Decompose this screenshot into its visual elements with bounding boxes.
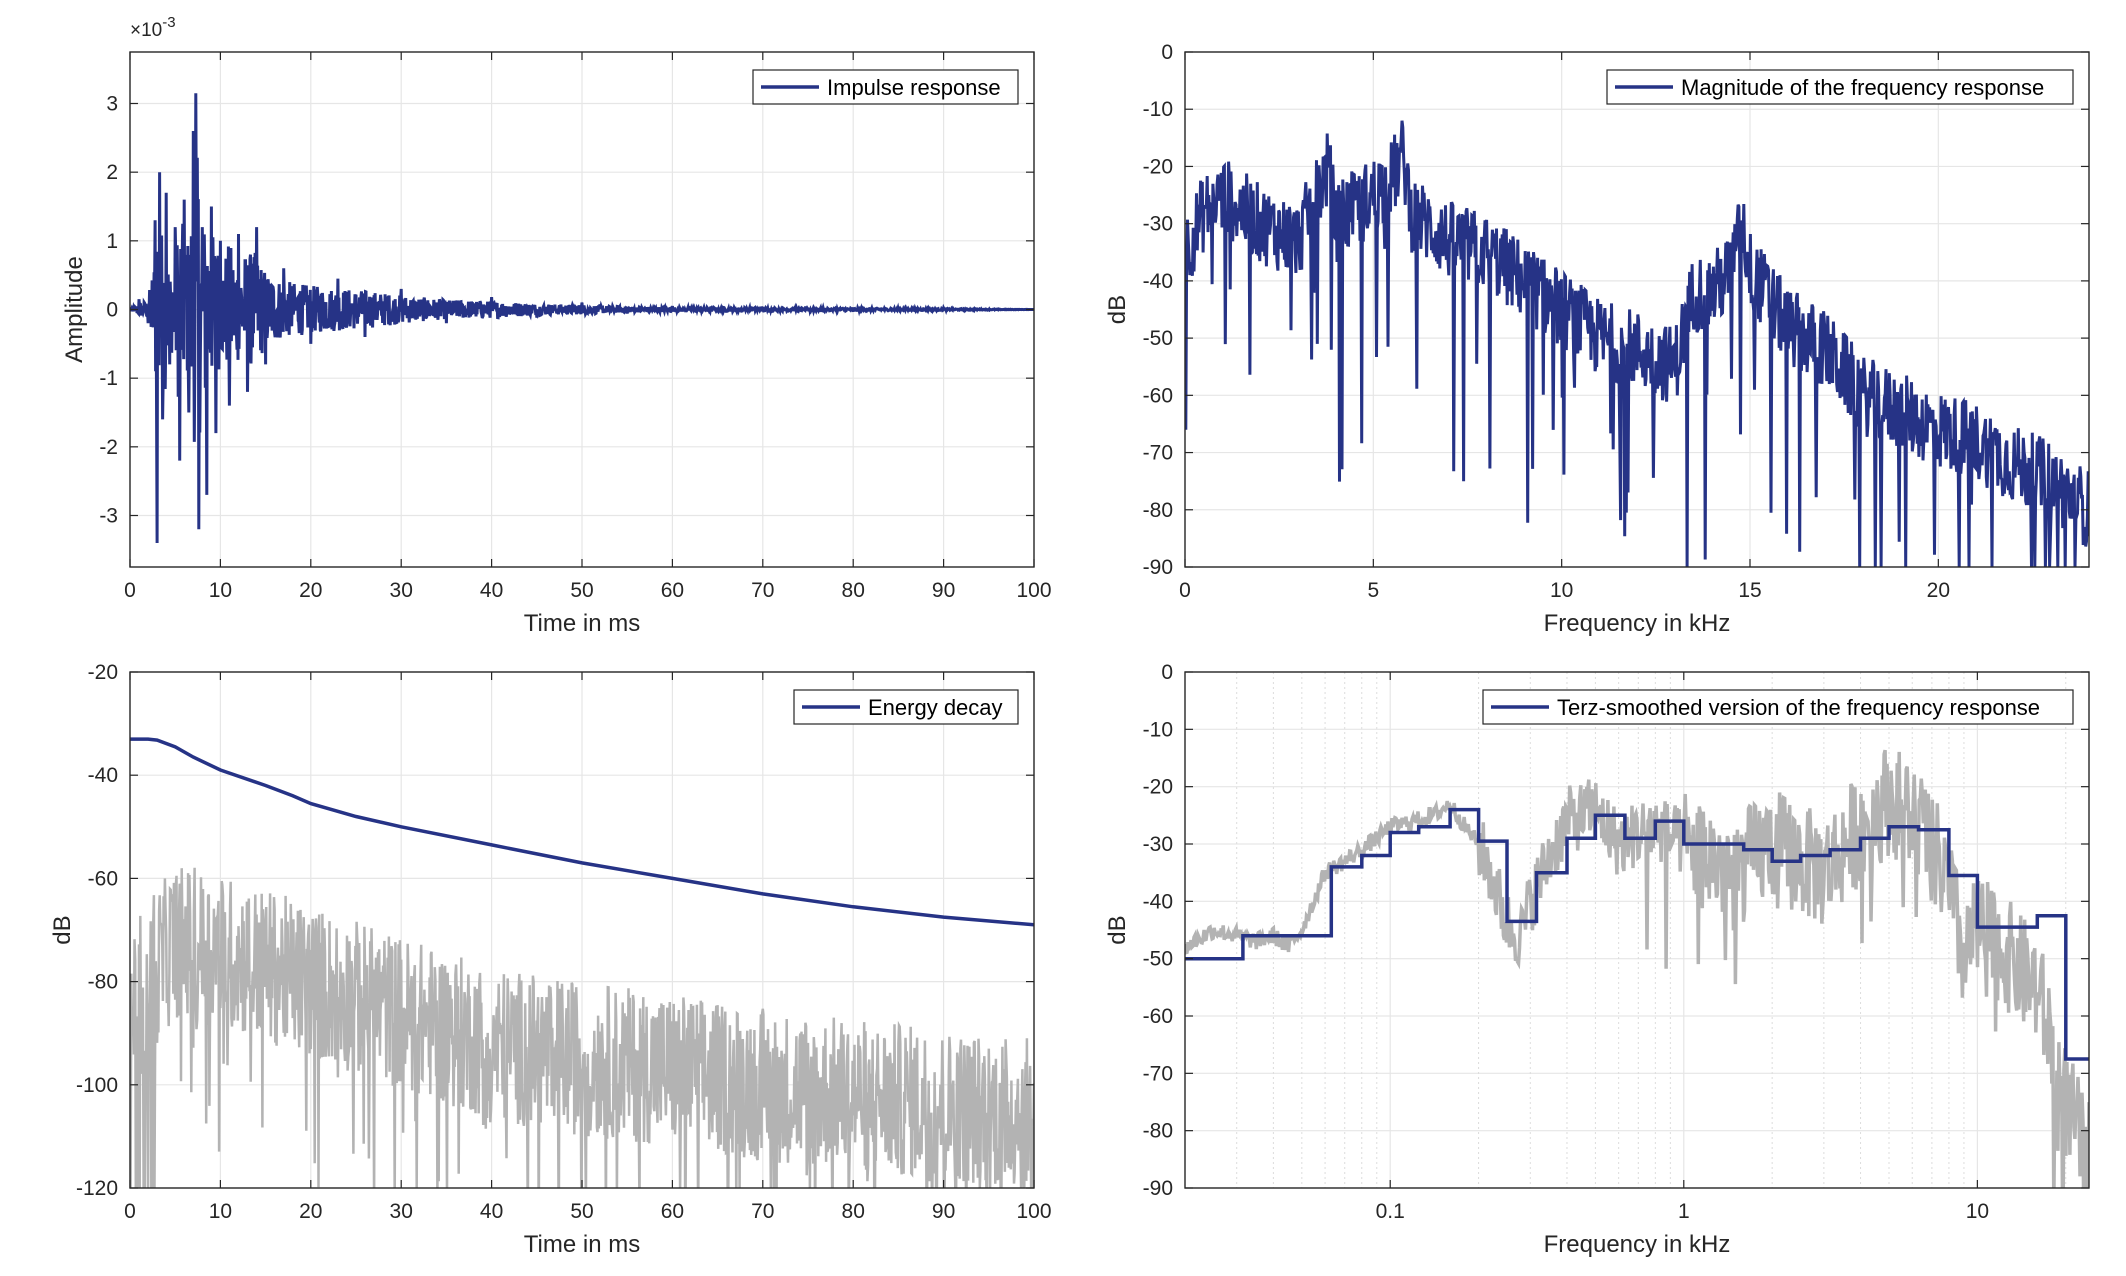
x-tick-label: 5 <box>1367 579 1379 602</box>
legend-box <box>1482 689 2074 725</box>
x-axis-label: Frequency in kHz <box>1544 610 1731 637</box>
chart-impulse: 0 10 20 30 40 50 60 70 80 90 100 -3 -2 -1 0 1 2 3 Time in … <box>61 14 1052 637</box>
x-tick-label: 80 <box>842 579 865 602</box>
y-axis-label: Amplitude <box>61 256 88 363</box>
y-tick-label: 2 <box>106 161 118 184</box>
x-tick-label: 0 <box>1179 579 1191 602</box>
y-tick-label: -20 <box>1143 776 1173 799</box>
y-tick-label: -90 <box>1143 1177 1173 1200</box>
y-tick-label: -20 <box>1143 155 1173 178</box>
chart-energy: 0 10 20 30 40 50 60 70 80 90 100 -20 -40 -60 -80 -100 -1… <box>49 661 1052 1258</box>
x-tick-label: 50 <box>570 1200 593 1223</box>
exponent-power: -3 <box>162 14 175 31</box>
y-tick-label: -100 <box>76 1074 118 1097</box>
legend-label: Impulse response <box>827 75 1001 100</box>
y-tick-label: -50 <box>1143 327 1173 350</box>
x-tick-label: 20 <box>299 1200 322 1223</box>
y-tick-label: -60 <box>1143 384 1173 407</box>
axis-exponent-label: ×10-3 <box>130 14 176 41</box>
x-tick-label: 40 <box>480 1200 503 1223</box>
magnitude-response-line <box>1185 120 2089 567</box>
x-tick-label: 0 <box>124 1200 136 1223</box>
y-tick-label: -70 <box>1143 442 1173 465</box>
x-tick-label: 20 <box>1927 579 1950 602</box>
x-tick-label: 70 <box>751 1200 774 1223</box>
x-tick-label: 30 <box>390 579 413 602</box>
y-tick-label: -3 <box>99 505 118 528</box>
energy-decay-line <box>130 737 1034 927</box>
x-tick-label: 100 <box>1016 579 1051 602</box>
y-tick-label: -10 <box>1143 98 1173 121</box>
x-tick-label: 80 <box>842 1200 865 1223</box>
y-tick-label: -80 <box>1143 499 1173 522</box>
x-tick-label: 10 <box>209 579 232 602</box>
plot-content <box>130 93 1034 544</box>
plot-area <box>1185 672 2089 1188</box>
y-axis-label: dB <box>1104 295 1131 324</box>
terz-smoothed-line <box>1185 807 2089 1061</box>
y-tick-label: 3 <box>106 93 118 116</box>
legend-label: Energy decay <box>868 695 1003 720</box>
y-tick-label: -80 <box>1143 1120 1173 1143</box>
y-tick-label: -30 <box>1143 213 1173 236</box>
y-tick-label: -120 <box>76 1177 118 1200</box>
plot-content <box>130 737 1034 1188</box>
y-tick-label: -30 <box>1143 833 1173 856</box>
x-tick-label: 0 <box>124 579 136 602</box>
x-tick-label: 10 <box>1966 1200 1989 1223</box>
x-axis-label: Frequency in kHz <box>1544 1231 1731 1258</box>
y-tick-label: -20 <box>88 661 118 684</box>
y-tick-label: -40 <box>88 764 118 787</box>
x-tick-label: 10 <box>209 1200 232 1223</box>
x-tick-label: 0.1 <box>1376 1200 1405 1223</box>
y-axis-label: dB <box>49 915 76 944</box>
energy-raw-trace <box>130 867 1034 1188</box>
x-tick-label: 100 <box>1016 1200 1051 1223</box>
x-tick-label: 60 <box>661 1200 684 1223</box>
plot-area <box>1185 52 2089 567</box>
impulse-response-line <box>130 93 1034 544</box>
legend-label: Terz-smoothed version of the frequency r… <box>1557 695 2040 720</box>
x-tick-label: 70 <box>751 579 774 602</box>
x-tick-label: 90 <box>932 579 955 602</box>
y-tick-label: -10 <box>1143 718 1173 741</box>
y-tick-label: -50 <box>1143 948 1173 971</box>
y-tick-label: -70 <box>1143 1062 1173 1085</box>
x-tick-label: 1 <box>1678 1200 1690 1223</box>
y-tick-label: 1 <box>106 230 118 253</box>
plot-content <box>1185 749 2089 1188</box>
x-tick-label: 60 <box>661 579 684 602</box>
y-tick-label: 0 <box>1161 661 1173 684</box>
plot-content <box>1185 120 2089 567</box>
chart-terz: 0.1 1 10 0 -10 -20 -30 -40 -50 -60 -70 -80 -90 Freque… <box>1104 661 2090 1258</box>
chart-magnitude: 0 5 10 15 20 0 -10 -20 -30 -40 -50 -60 -70 -80 -90 Freq… <box>1104 41 2090 637</box>
x-axis-label: Time in ms <box>524 610 640 637</box>
y-tick-label: -1 <box>99 367 118 390</box>
y-tick-label: -40 <box>1143 890 1173 913</box>
x-tick-label: 30 <box>390 1200 413 1223</box>
y-tick-label: -60 <box>1143 1005 1173 1028</box>
x-axis-label: Time in ms <box>524 1231 640 1258</box>
y-tick-label: -40 <box>1143 270 1173 293</box>
axes-box <box>1184 671 2090 1189</box>
x-tick-label: 40 <box>480 579 503 602</box>
y-axis-label: dB <box>1104 915 1131 944</box>
x-tick-label: 10 <box>1550 579 1573 602</box>
y-tick-label: -90 <box>1143 556 1173 579</box>
legend-box <box>1606 69 2074 105</box>
y-tick-label: -60 <box>88 867 118 890</box>
exponent-base: ×10 <box>130 20 162 41</box>
y-tick-label: -80 <box>88 971 118 994</box>
y-tick-label: 0 <box>106 299 118 322</box>
y-tick-label: 0 <box>1161 41 1173 64</box>
legend-label: Magnitude of the frequency response <box>1681 75 2044 100</box>
x-tick-label: 15 <box>1738 579 1761 602</box>
y-tick-label: -2 <box>99 436 118 459</box>
x-tick-label: 90 <box>932 1200 955 1223</box>
axes-box <box>1184 51 2090 568</box>
x-tick-label: 20 <box>299 579 322 602</box>
x-tick-label: 50 <box>570 579 593 602</box>
